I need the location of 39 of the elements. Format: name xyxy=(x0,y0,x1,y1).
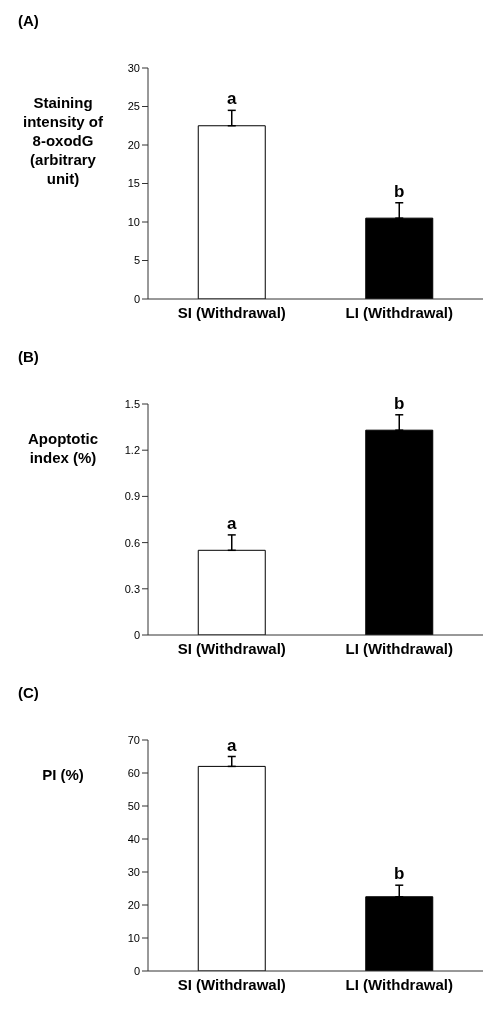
annotation: a xyxy=(227,513,238,533)
y-tick-label: 0.3 xyxy=(124,582,140,595)
annotation: b xyxy=(394,181,405,201)
chart-title: (B) xyxy=(18,348,39,365)
y-tick-label: 40 xyxy=(127,832,140,845)
x-tick-label: LI (Withdrawal) xyxy=(345,639,453,657)
y-axis-title: PI (%) xyxy=(42,766,84,783)
y-tick-label: 60 xyxy=(127,766,140,779)
annotation: b xyxy=(394,393,405,413)
y-tick-label: 70 xyxy=(127,733,140,746)
chart-title: (A) xyxy=(18,12,39,29)
y-tick-label: 50 xyxy=(127,799,140,812)
y-tick-label: 0.6 xyxy=(124,536,140,549)
y-tick-label: 0 xyxy=(133,292,140,305)
y-tick-label: 0 xyxy=(133,964,140,977)
annotation: b xyxy=(394,864,405,884)
y-tick-label: 10 xyxy=(127,215,140,228)
annotation: a xyxy=(227,89,238,109)
y-tick-label: 30 xyxy=(127,865,140,878)
x-tick-label: LI (Withdrawal) xyxy=(345,303,453,321)
x-tick-label: SI (Withdrawal) xyxy=(177,639,286,657)
y-axis-title: Apoptotic index (%) xyxy=(28,430,98,466)
y-tick-label: 20 xyxy=(127,898,140,911)
x-tick-label: SI (Withdrawal) xyxy=(177,303,286,321)
x-tick-label: SI (Withdrawal) xyxy=(177,975,286,993)
y-axis-title: Staining intensity of 8-oxodG (arbitrary unit) xyxy=(22,94,104,187)
y-tick-label: 0.9 xyxy=(124,490,140,503)
y-tick-label: 20 xyxy=(127,138,140,151)
y-tick-label: 1.2 xyxy=(124,444,140,457)
annotation: a xyxy=(227,735,238,755)
y-tick-label: 0 xyxy=(133,628,140,641)
y-tick-label: 25 xyxy=(127,100,140,113)
y-tick-label: 5 xyxy=(133,254,140,267)
y-tick-label: 30 xyxy=(127,61,140,74)
y-tick-label: 15 xyxy=(127,177,140,190)
chart-title: (C) xyxy=(18,684,39,701)
y-tick-label: 1.5 xyxy=(124,397,140,410)
y-tick-label: 10 xyxy=(127,931,140,944)
x-tick-label: LI (Withdrawal) xyxy=(345,975,453,993)
